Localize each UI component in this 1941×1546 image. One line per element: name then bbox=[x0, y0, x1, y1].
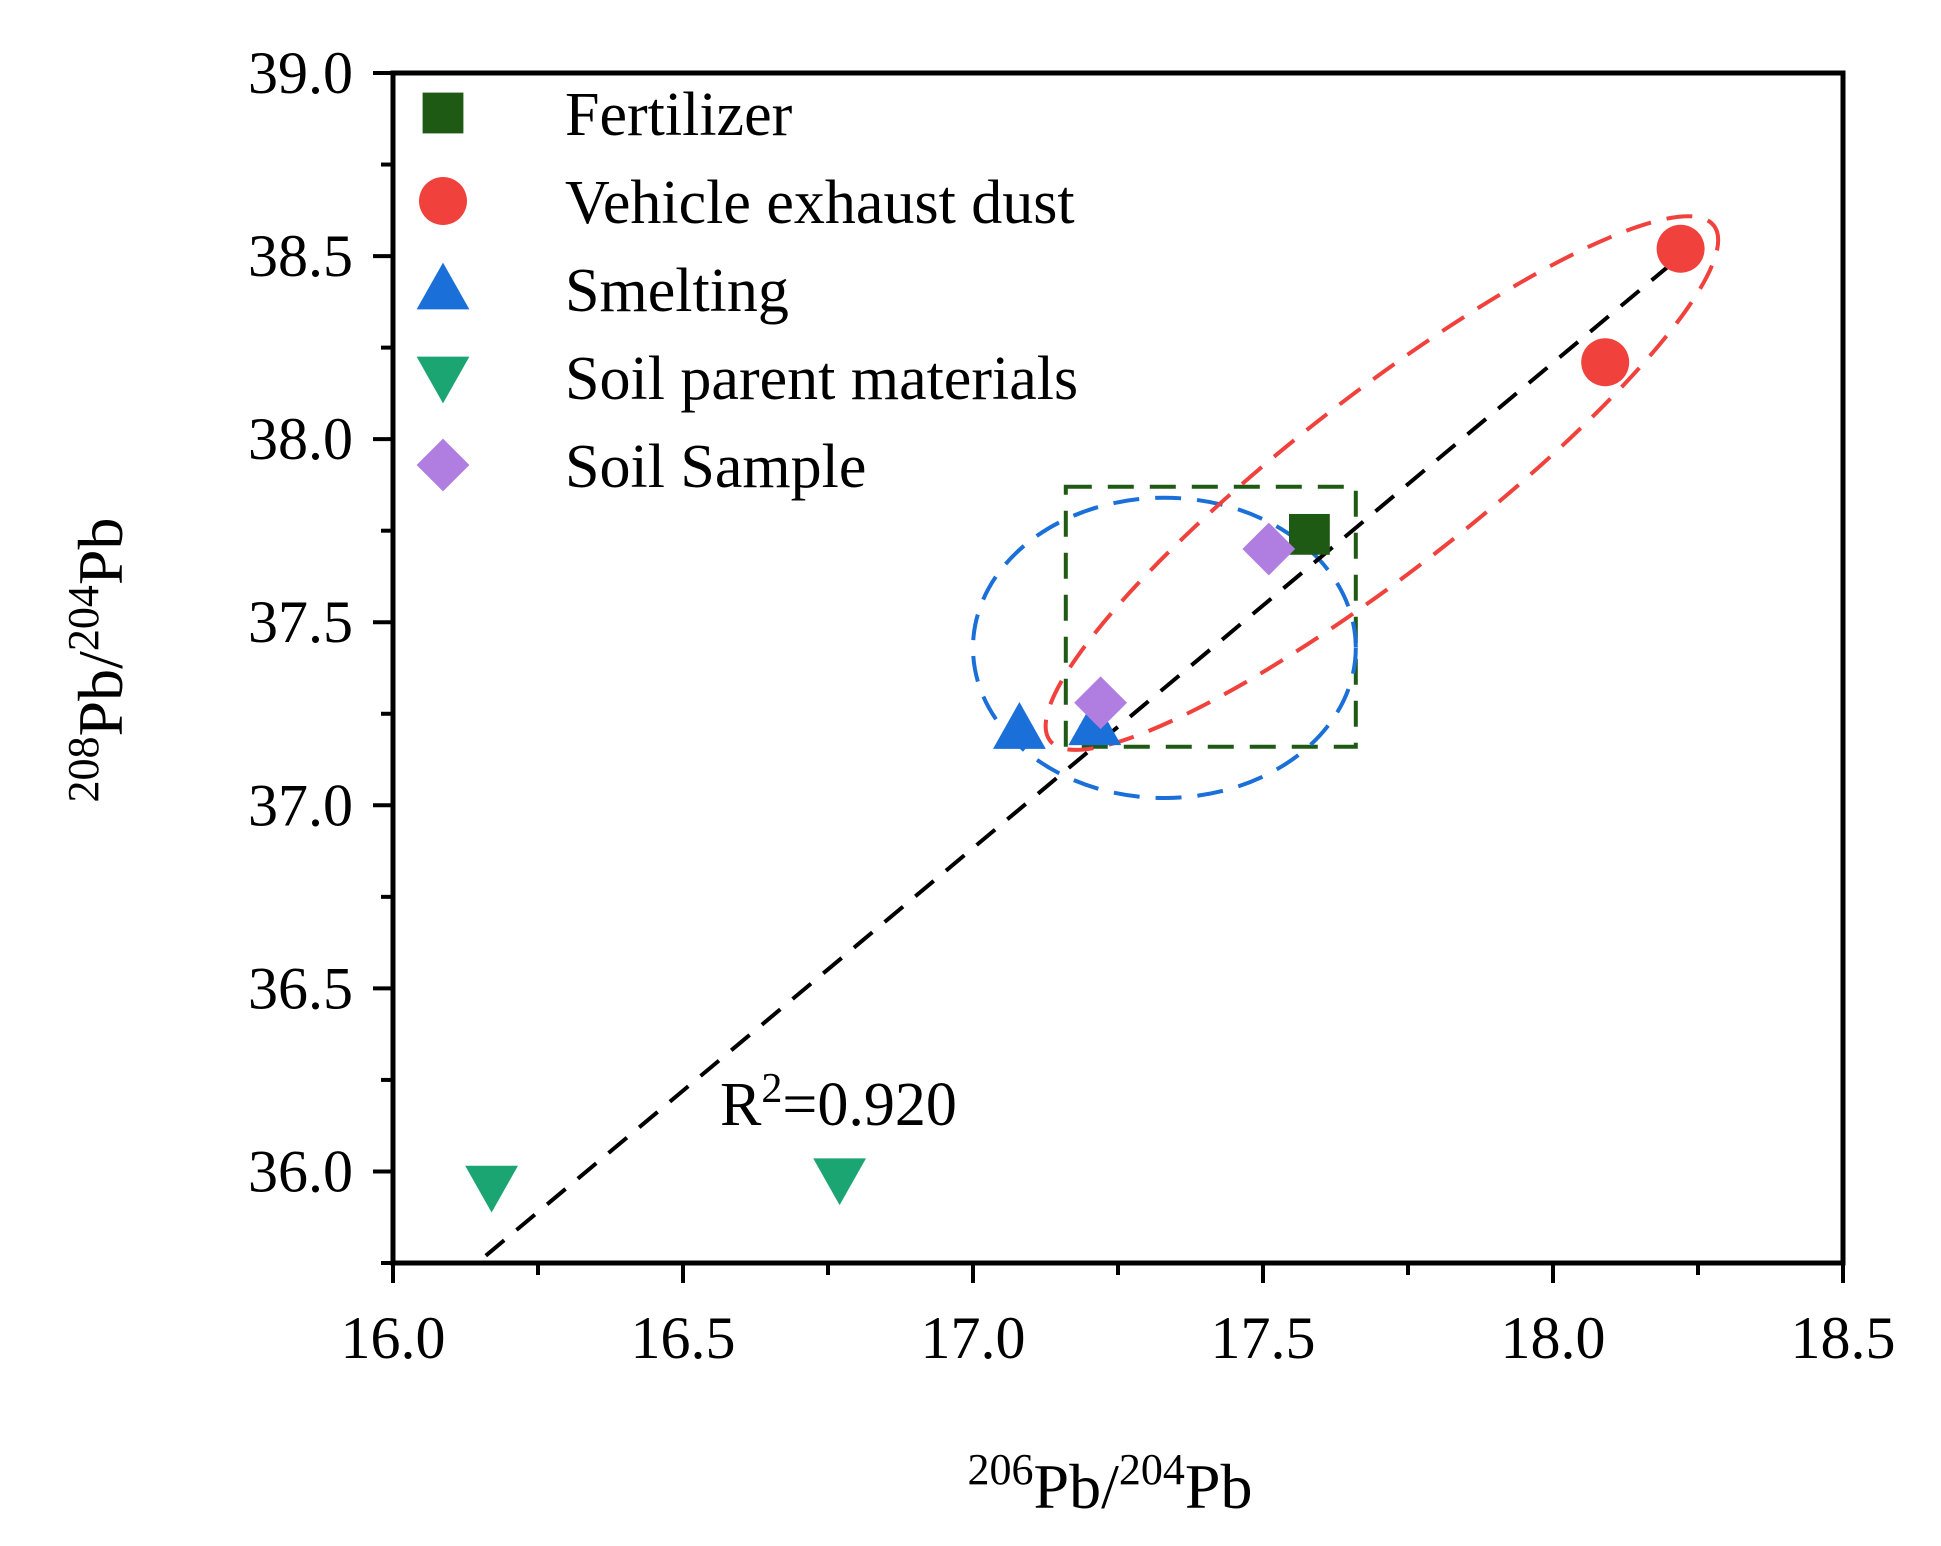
point-square-0-0 bbox=[1289, 513, 1330, 555]
legend-label: Fertilizer bbox=[565, 81, 793, 149]
x-tick-label: 18.5 bbox=[1791, 1305, 1896, 1371]
y-axis-title: 208Pb/204Pb bbox=[59, 518, 137, 803]
legend-marker-triangle-down bbox=[416, 356, 470, 404]
point-triangle-up-2-0 bbox=[993, 702, 1046, 749]
legend-marker-triangle-up bbox=[416, 262, 470, 310]
legend-marker-square bbox=[422, 92, 464, 134]
x-axis-title-sup2: 204 bbox=[1119, 1445, 1185, 1494]
legend-label: Soil Sample bbox=[565, 433, 866, 501]
data-points bbox=[465, 224, 1705, 1213]
y-axis-ticks: 36.0 36.5 37.0 37.5 38.0 38.5 39.0 bbox=[248, 40, 393, 1265]
point-triangle-down-3-0 bbox=[465, 1165, 518, 1213]
legend-marker-diamond bbox=[416, 438, 470, 492]
y-axis-title-base2: Pb bbox=[65, 518, 136, 586]
point-circle-1-0 bbox=[1581, 338, 1630, 387]
x-tick-label: 18.0 bbox=[1501, 1305, 1606, 1371]
x-tick-label: 16.5 bbox=[631, 1305, 736, 1371]
x-axis-ticks: 16.0 16.5 17.0 17.5 18.0 18.5 bbox=[341, 1263, 1896, 1371]
r2-sup: 2 bbox=[761, 1066, 782, 1112]
group-outlines bbox=[971, 214, 1721, 800]
y-tick-label: 36.0 bbox=[248, 1138, 353, 1204]
y-axis-title-sup2: 204 bbox=[59, 585, 108, 651]
x-axis-title-base1: Pb/ bbox=[1034, 1451, 1120, 1522]
y-tick-label: 38.5 bbox=[248, 223, 353, 289]
y-tick-label: 37.5 bbox=[248, 589, 353, 655]
legend: Fertilizer Vehicle exhaust dust Smelting So… bbox=[416, 81, 1078, 501]
legend-marker-circle bbox=[419, 177, 467, 225]
legend-label: Vehicle exhaust dust bbox=[565, 169, 1075, 237]
smelting-ellipse bbox=[971, 495, 1358, 800]
y-axis-title-base1: Pb/ bbox=[65, 651, 136, 737]
x-tick-label: 17.0 bbox=[921, 1305, 1026, 1371]
r2-value: =0.920 bbox=[782, 1071, 956, 1139]
y-tick-label: 39.0 bbox=[248, 40, 353, 106]
point-triangle-down-3-1 bbox=[813, 1158, 866, 1206]
plot-frame bbox=[390, 70, 1846, 1266]
x-axis-title: 206Pb/204Pb bbox=[968, 1445, 1253, 1523]
x-axis-title-base2: Pb bbox=[1185, 1451, 1253, 1522]
fertilizer-box bbox=[1063, 484, 1358, 749]
y-tick-label: 38.0 bbox=[248, 406, 353, 472]
x-tick-label: 17.5 bbox=[1211, 1305, 1316, 1371]
point-diamond-4-0 bbox=[1074, 676, 1127, 730]
r2-annotation: R2=0.920 bbox=[720, 1066, 957, 1139]
r2-base: R bbox=[720, 1071, 762, 1139]
point-circle-1-1 bbox=[1656, 224, 1705, 273]
y-tick-label: 36.5 bbox=[248, 955, 353, 1021]
x-tick-label: 16.0 bbox=[341, 1305, 446, 1371]
x-axis-title-sup1: 206 bbox=[968, 1445, 1034, 1494]
trend-line-layer bbox=[484, 254, 1682, 1258]
point-diamond-4-1 bbox=[1242, 522, 1296, 576]
y-axis-title-sup1: 208 bbox=[59, 736, 108, 802]
exhaust-ellipse bbox=[1043, 214, 1721, 752]
legend-label: Soil parent materials bbox=[565, 345, 1078, 413]
y-tick-label: 37.0 bbox=[248, 772, 353, 838]
legend-label: Smelting bbox=[565, 257, 789, 325]
trend-line bbox=[484, 254, 1682, 1258]
